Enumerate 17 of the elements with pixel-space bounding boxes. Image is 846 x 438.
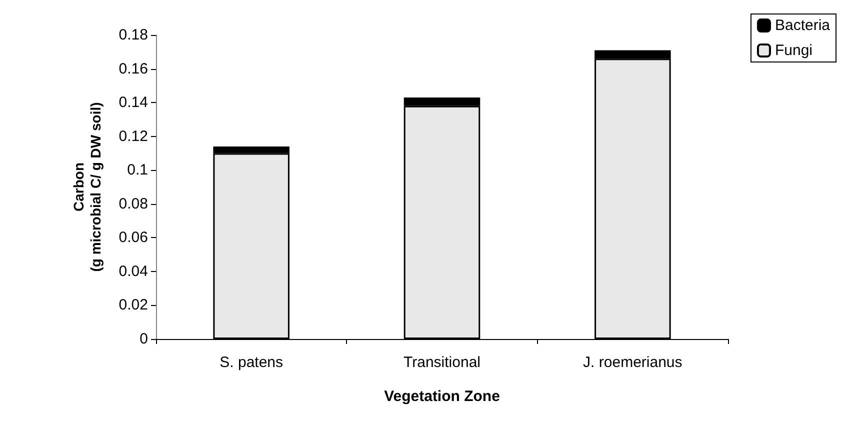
- y-tick-label: 0.08: [118, 195, 148, 212]
- x-tick-label: Transitional: [404, 354, 480, 371]
- legend-label: Bacteria: [774, 17, 831, 34]
- y-tick-label: 0.16: [118, 60, 148, 78]
- y-tick-label: 0.04: [118, 262, 148, 280]
- y-tick-label: 0.1: [127, 162, 148, 179]
- y-tick-label: 0.12: [118, 128, 148, 145]
- legend-label: Fungi: [774, 42, 813, 59]
- y-tick-label: 0: [140, 330, 148, 348]
- x-axis-title: Vegetation Zone: [384, 388, 500, 405]
- y-tick-label: 0.18: [118, 26, 148, 44]
- x-tick-label: J. roemerianus: [583, 354, 682, 371]
- y-tick-label: 0.06: [118, 229, 148, 246]
- y-tick-label: 0.14: [118, 94, 148, 112]
- y-tick-label: 0.02: [118, 296, 148, 314]
- x-tick-label: S. patens: [220, 354, 284, 371]
- y-axis-title: Carbon (g microbial C/ g DW soil): [70, 102, 104, 272]
